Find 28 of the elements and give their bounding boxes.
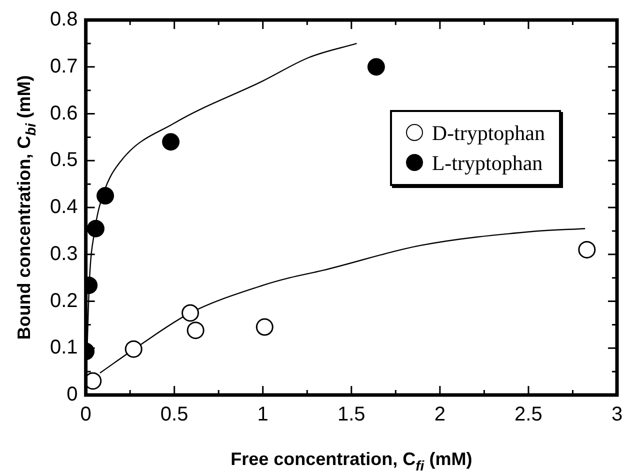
y-tick-label: 0.5 bbox=[50, 149, 78, 172]
y-tick-label: 0.8 bbox=[50, 8, 78, 31]
y-tick-label: 0.6 bbox=[50, 102, 78, 124]
y-axis-title: Bound concentration, Cbi (mM) bbox=[14, 75, 38, 340]
y-tick-label: 0.2 bbox=[50, 290, 78, 312]
x-tick-label: 3 bbox=[611, 404, 623, 426]
point bbox=[182, 304, 200, 322]
point bbox=[96, 187, 114, 205]
point bbox=[256, 318, 274, 336]
legend-label: D-tryptophan bbox=[430, 120, 545, 147]
y-tick-label: 0.1 bbox=[50, 336, 78, 359]
x-tick-label: 1.5 bbox=[337, 404, 366, 426]
x-tick-label: 2 bbox=[434, 404, 446, 426]
point bbox=[124, 340, 142, 358]
point bbox=[86, 220, 104, 238]
y-tick-label: 0 bbox=[66, 384, 78, 406]
point bbox=[86, 372, 102, 390]
y-tick-label: 0.4 bbox=[50, 196, 78, 218]
x-tick-label: 0.5 bbox=[160, 404, 188, 426]
y-tick-label: 0.3 bbox=[50, 242, 78, 265]
x-tick-label: 1 bbox=[257, 404, 268, 426]
point bbox=[367, 58, 385, 76]
point bbox=[186, 322, 204, 340]
point bbox=[162, 133, 180, 151]
y-tick-label: 0.7 bbox=[50, 55, 78, 78]
x-tick-label: 2.5 bbox=[514, 404, 542, 426]
legend-label: L-tryptophan bbox=[430, 150, 544, 177]
point bbox=[578, 240, 596, 258]
